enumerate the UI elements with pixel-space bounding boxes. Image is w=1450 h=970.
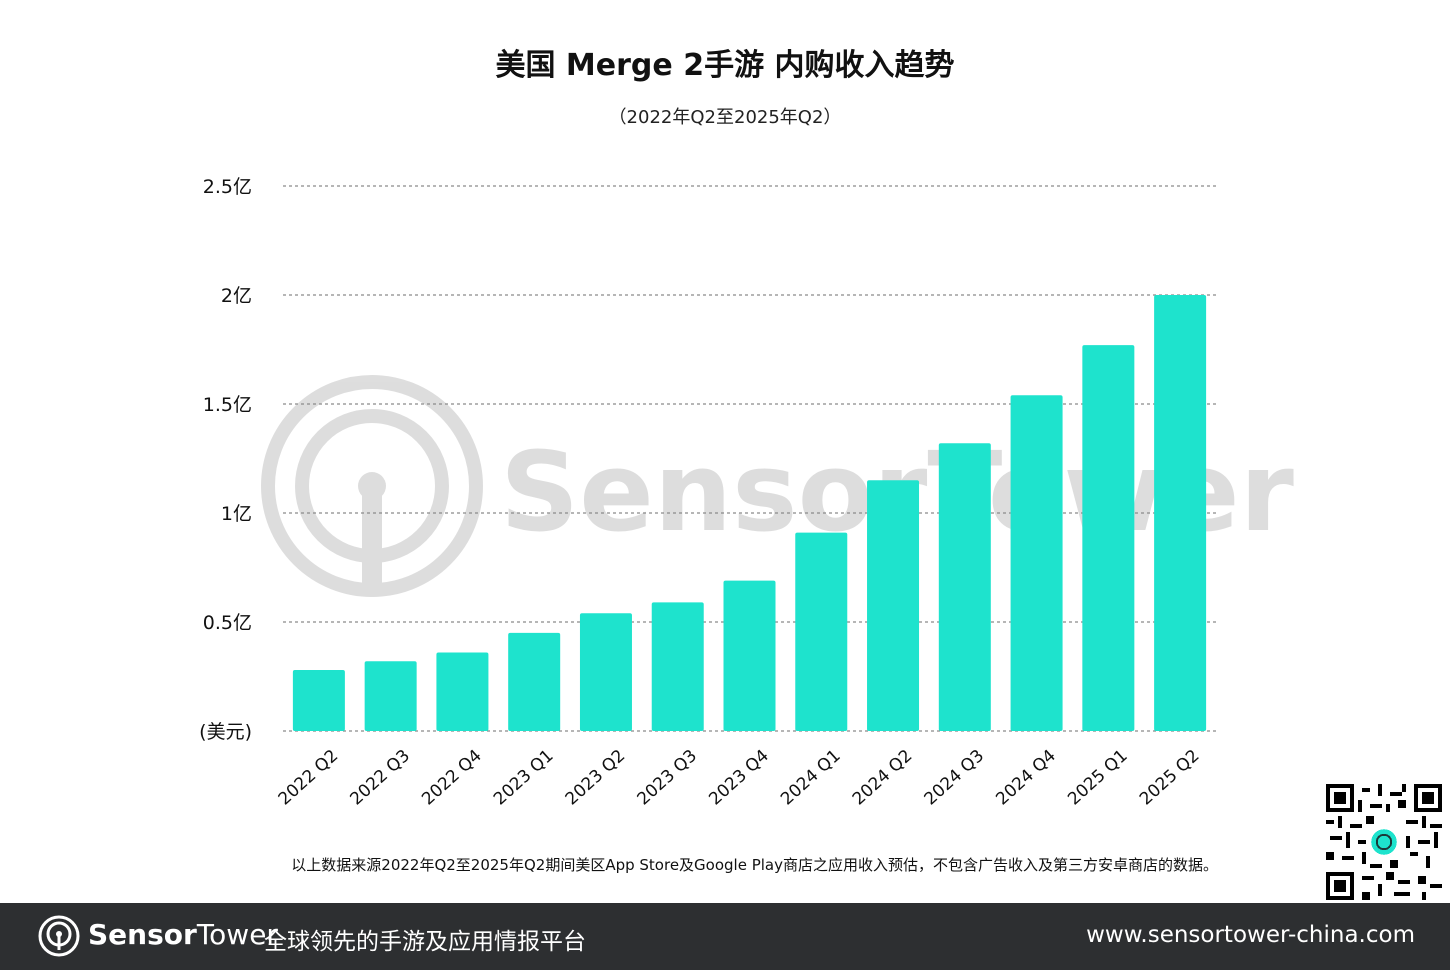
data-source-note: 以上数据来源2022年Q2至2025年Q2期间美区App Store及Googl… <box>291 856 1218 874</box>
qr-code[interactable] <box>1325 784 1443 900</box>
x-tick-label: 2023 Q3 <box>634 746 702 810</box>
x-tick-label: 2023 Q4 <box>705 746 773 810</box>
bar <box>795 532 848 731</box>
x-tick-label: 2022 Q2 <box>275 746 343 810</box>
y-tick-label: 1亿 <box>221 503 252 525</box>
footer-slogan: 全球领先的手游及应用情报平台 <box>264 929 586 955</box>
x-tick-label: 2024 Q4 <box>992 746 1060 810</box>
x-tick-label: 2024 Q3 <box>921 746 989 810</box>
bar <box>1082 345 1135 731</box>
x-tick-label: 2023 Q2 <box>562 746 630 810</box>
bar <box>364 661 417 731</box>
website-link[interactable]: www.sensortower-china.com <box>1086 922 1415 948</box>
bar <box>292 669 345 731</box>
x-tick-label: 2025 Q1 <box>1064 746 1132 810</box>
sensortower-logo-icon <box>38 915 80 957</box>
bar <box>436 652 489 731</box>
chart-title: 美国 Merge 2手游 内购收入趋势 <box>495 48 955 83</box>
chart-subtitle: （2022年Q2至2025年Q2） <box>608 107 842 128</box>
x-tick-label: 2023 Q1 <box>490 746 558 810</box>
y-tick-label: 2.5亿 <box>203 176 252 198</box>
y-tick-label: (美元) <box>199 721 252 743</box>
bar <box>508 632 561 731</box>
x-tick-label: 2024 Q2 <box>849 746 917 810</box>
sensortower-watermark: SensorTower <box>261 375 1294 597</box>
sensortower-brand: SensorTower <box>88 918 278 951</box>
y-tick-label: 1.5亿 <box>203 394 252 416</box>
x-tick-label: 2022 Q3 <box>346 746 414 810</box>
bar <box>651 602 704 731</box>
bar <box>867 480 920 731</box>
brand-bold: Sensor <box>88 918 197 951</box>
bar <box>1154 295 1207 731</box>
footer-bar: SensorTower 全球领先的手游及应用情报平台 www.sensortow… <box>0 903 1450 970</box>
bar <box>938 443 991 731</box>
brand-light: Tower <box>196 918 278 951</box>
bar <box>579 613 632 731</box>
bar <box>723 580 776 731</box>
y-tick-label: 2亿 <box>221 285 252 307</box>
x-tick-label: 2022 Q4 <box>418 746 486 810</box>
x-tick-label: 2024 Q1 <box>777 746 845 810</box>
y-tick-label: 0.5亿 <box>203 612 252 634</box>
bar-chart: SensorTower (美元) 0.5亿 1亿 1.5亿 2亿 2.5亿 2022 Q2… <box>199 176 1294 810</box>
x-tick-label: 2025 Q2 <box>1136 746 1204 810</box>
bar <box>1010 395 1063 731</box>
